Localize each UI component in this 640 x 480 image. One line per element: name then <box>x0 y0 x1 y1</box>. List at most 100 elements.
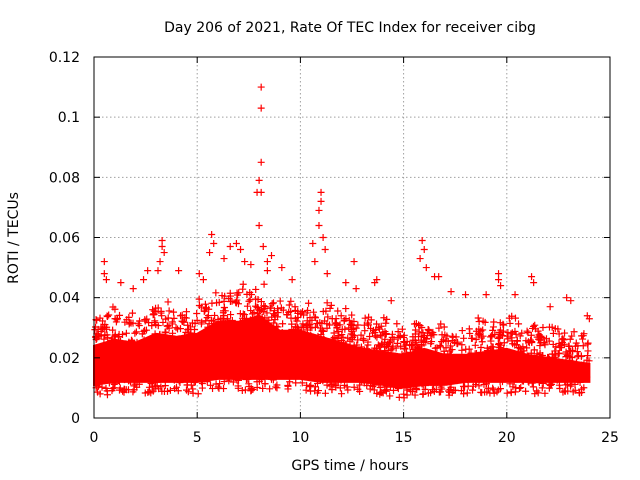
data-point <box>473 362 481 370</box>
data-point <box>93 357 101 365</box>
data-point-outlier <box>100 258 108 266</box>
data-point <box>201 373 209 381</box>
data-point <box>198 368 206 376</box>
data-point <box>568 357 576 365</box>
data-point <box>541 389 549 397</box>
data-point <box>201 307 209 315</box>
data-point <box>563 352 571 360</box>
data-point <box>472 378 480 386</box>
data-point <box>350 341 358 349</box>
data-point <box>493 350 501 358</box>
data-point <box>378 332 386 340</box>
data-point <box>568 346 576 354</box>
data-point <box>338 337 346 345</box>
data-point <box>536 371 544 379</box>
data-point <box>135 322 143 330</box>
data-point <box>477 344 485 352</box>
data-point-outlier <box>311 258 319 266</box>
data-point <box>489 323 497 331</box>
data-point <box>571 342 579 350</box>
data-point <box>243 302 251 310</box>
data-point <box>426 377 434 385</box>
data-point <box>97 328 105 336</box>
data-point <box>356 381 364 389</box>
data-point <box>204 323 212 331</box>
data-point <box>413 343 421 351</box>
data-point <box>418 380 426 388</box>
data-point <box>109 326 117 334</box>
data-point <box>104 347 112 355</box>
data-point <box>424 329 432 337</box>
data-point <box>245 380 253 388</box>
data-point <box>549 340 557 348</box>
data-point <box>178 311 186 319</box>
data-point <box>297 366 305 374</box>
data-point-outlier <box>352 285 360 293</box>
data-point <box>373 360 381 368</box>
data-point <box>220 297 228 305</box>
data-point <box>202 304 210 312</box>
data-point <box>563 381 571 389</box>
data-point <box>111 305 119 313</box>
data-point <box>394 328 402 336</box>
data-point <box>360 336 368 344</box>
data-point <box>411 391 419 399</box>
data-point <box>193 334 201 342</box>
data-point <box>375 323 383 331</box>
data-point <box>285 373 293 381</box>
data-point <box>422 375 430 383</box>
data-point <box>463 389 471 397</box>
data-point-outlier <box>257 83 265 91</box>
data-point <box>553 365 561 373</box>
data-point <box>503 389 511 397</box>
data-point <box>564 387 572 395</box>
data-point <box>266 385 274 393</box>
data-point <box>537 332 545 340</box>
data-point <box>201 329 209 337</box>
data-point <box>448 370 456 378</box>
data-point <box>339 333 347 341</box>
data-point-outlier <box>140 276 148 284</box>
data-point <box>507 389 515 397</box>
data-point <box>129 388 137 396</box>
x-tick-label: 10 <box>291 430 309 446</box>
data-point <box>211 311 219 319</box>
data-point <box>384 355 392 363</box>
data-point-outlier <box>100 270 108 278</box>
data-point <box>410 349 418 357</box>
data-point <box>215 298 223 306</box>
data-point <box>398 350 406 358</box>
data-point <box>394 385 402 393</box>
data-point <box>160 387 168 395</box>
data-point <box>391 352 399 360</box>
data-point <box>544 354 552 362</box>
data-point <box>224 315 232 323</box>
data-point-outlier <box>321 246 329 254</box>
data-point <box>482 374 490 382</box>
data-point <box>531 390 539 398</box>
data-point <box>506 319 514 327</box>
y-tick-label: 0.12 <box>49 50 80 66</box>
data-point <box>284 385 292 393</box>
data-point <box>191 326 199 334</box>
data-point <box>147 353 155 361</box>
data-point <box>448 346 456 354</box>
data-point <box>520 361 528 369</box>
data-point <box>504 335 512 343</box>
data-point-outlier <box>154 267 162 275</box>
data-point <box>115 378 123 386</box>
data-point <box>519 375 527 383</box>
data-point <box>366 385 374 393</box>
data-point <box>419 390 427 398</box>
data-point <box>217 365 225 373</box>
data-point <box>259 320 267 328</box>
data-point <box>189 389 197 397</box>
data-point <box>428 386 436 394</box>
data-point <box>116 367 124 375</box>
data-point <box>475 382 483 390</box>
data-point <box>161 328 169 336</box>
data-point <box>236 310 244 318</box>
data-point <box>209 317 217 325</box>
data-point <box>247 307 255 315</box>
